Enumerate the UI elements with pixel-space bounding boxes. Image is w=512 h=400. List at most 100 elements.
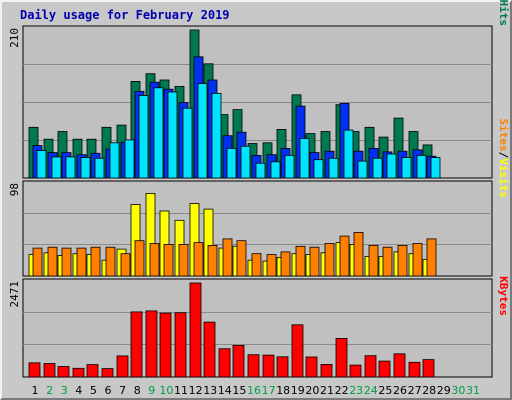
bar-sites <box>76 247 87 277</box>
bar-kbytes <box>335 337 348 378</box>
x-tick-label: 8 <box>134 384 141 397</box>
x-tick-label: 16 <box>247 384 261 397</box>
x-tick-label: 29 <box>437 384 451 397</box>
bar-pages <box>328 157 339 179</box>
bar-kbytes <box>364 355 377 378</box>
x-tick-label: 23 <box>349 384 363 397</box>
bar-pages <box>299 138 310 179</box>
bar-kbytes <box>159 312 172 378</box>
bar-kbytes <box>28 362 41 378</box>
bar-pages <box>211 93 222 179</box>
bar-sites <box>61 247 72 277</box>
legend-visits-sites: Sites/Visits <box>497 119 510 199</box>
bar-pages <box>226 147 237 179</box>
bar-sites <box>163 243 174 277</box>
x-tick-label: 27 <box>408 384 422 397</box>
legend-hits-files-pages: Pages/Files/Hits <box>497 0 510 26</box>
bar-sites <box>207 244 218 277</box>
bar-sites <box>397 244 408 277</box>
bar-sites <box>412 243 423 277</box>
bar-pages <box>36 150 47 179</box>
bar-kbytes <box>291 324 304 378</box>
bar-kbytes <box>57 366 70 378</box>
bar-pages <box>51 156 62 179</box>
x-tick-label: 30 <box>451 384 465 397</box>
bar-sites <box>368 244 379 277</box>
bar-kbytes <box>203 321 216 378</box>
x-tick-label: 9 <box>148 384 155 397</box>
bar-kbytes <box>393 353 406 378</box>
bar-sites <box>32 247 43 277</box>
bar-sites <box>280 251 291 277</box>
bar-pages <box>270 161 281 179</box>
bar-pages <box>109 142 120 179</box>
x-tick-label: 11 <box>174 384 188 397</box>
bar-kbytes <box>116 355 129 378</box>
chart-title: Daily usage for February 2019 <box>20 8 230 22</box>
bar-kbytes <box>189 282 202 378</box>
legend-kbytes: KBytes <box>497 276 510 316</box>
x-tick-label: 15 <box>232 384 246 397</box>
y-max-label: 210 <box>8 28 21 48</box>
bar-kbytes <box>218 348 231 378</box>
bar-kbytes <box>86 364 99 378</box>
x-tick-label: 14 <box>218 384 232 397</box>
bar-kbytes <box>232 344 245 378</box>
x-tick-label: 1 <box>32 384 39 397</box>
bar-sites <box>353 231 364 277</box>
bar-kbytes <box>247 354 260 378</box>
bar-sites <box>324 243 335 277</box>
x-tick-label: 6 <box>105 384 112 397</box>
y-max-label: 2471 <box>8 281 21 308</box>
bar-kbytes <box>378 360 391 378</box>
bar-kbytes <box>101 368 114 378</box>
bar-sites <box>47 246 58 277</box>
bar-pages <box>94 157 105 179</box>
bar-sites <box>193 242 204 277</box>
bar-kbytes <box>262 354 275 378</box>
bar-pages <box>430 157 441 179</box>
x-tick-label: 24 <box>364 384 378 397</box>
bar-sites <box>295 245 306 277</box>
bar-pages <box>357 160 368 179</box>
bar-kbytes <box>145 310 158 378</box>
bar-sites <box>266 254 277 277</box>
x-tick-label: 31 <box>466 384 480 397</box>
x-tick-label: 18 <box>276 384 290 397</box>
bar-sites <box>426 238 437 277</box>
bar-sites <box>309 246 320 277</box>
x-tick-label: 10 <box>159 384 173 397</box>
bar-pages <box>65 156 76 179</box>
panel-2: 98 <box>8 180 493 277</box>
bar-pages <box>255 162 266 179</box>
bar-sites <box>90 246 101 277</box>
bar-kbytes <box>320 363 333 378</box>
x-tick-label: 28 <box>422 384 436 397</box>
x-tick-label: 22 <box>335 384 349 397</box>
bar-kbytes <box>422 359 435 378</box>
x-tick-label: 12 <box>189 384 203 397</box>
bar-sites <box>382 246 393 277</box>
x-tick-label: 17 <box>262 384 276 397</box>
bar-pages <box>167 91 178 179</box>
x-tick-label: 5 <box>90 384 97 397</box>
x-tick-label: 2 <box>46 384 53 397</box>
bar-pages <box>138 95 149 179</box>
bar-pages <box>416 154 427 179</box>
bar-sites <box>251 253 262 277</box>
x-tick-label: 3 <box>61 384 68 397</box>
bar-pages <box>284 154 295 179</box>
bar-kbytes <box>130 311 143 378</box>
bar-sites <box>149 243 160 277</box>
bar-pages <box>343 129 354 179</box>
bar-sites <box>120 253 131 277</box>
x-tick-label: 20 <box>305 384 319 397</box>
bar-pages <box>80 157 91 179</box>
x-tick-label: 25 <box>378 384 392 397</box>
bar-pages <box>386 153 397 179</box>
bar-pages <box>313 159 324 179</box>
bar-sites <box>339 235 350 277</box>
bar-pages <box>182 107 193 179</box>
bar-sites <box>236 240 247 277</box>
